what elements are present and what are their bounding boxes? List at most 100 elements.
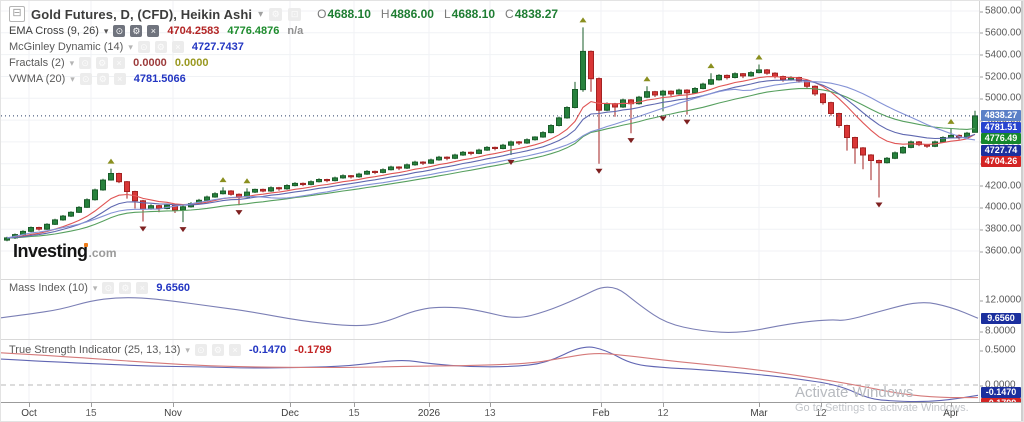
time-axis-label: 12 [657, 408, 669, 419]
axis-tick-label: 0.5000 [980, 344, 1016, 356]
settings-icon[interactable]: ⚙ [154, 41, 167, 53]
tsi-panel-plot[interactable] [1, 340, 979, 402]
indicator-row-true-strength-indicator: True Strength Indicator (25, 13, 13) ▾ ⊙ ⚙ ×… [9, 344, 332, 356]
logo-suffix: .com [88, 246, 117, 260]
time-axis-tick [951, 403, 952, 407]
indicator-value: 4727.7437 [191, 41, 244, 53]
snapshot-icon[interactable]: ⊡ [288, 7, 302, 21]
indicator-value: -0.1799 [294, 344, 332, 356]
settings-icon[interactable]: ⚙ [119, 282, 132, 294]
time-axis-label: Apr [943, 408, 959, 419]
indicator-name-true-strength-indicator[interactable]: True Strength Indicator (25, 13, 13) [9, 344, 181, 356]
visibility-icon[interactable]: ⊙ [102, 282, 115, 294]
time-axis-label: 15 [348, 408, 360, 419]
ohlc-l: L4688.10 [443, 7, 496, 21]
time-axis[interactable]: Oct 15 Nov Dec 15 2026 13 Feb 12 Mar 12 Apr [1, 402, 1023, 421]
indicator-row-mass-index: Mass Index (10) ▾ ⊙ ⚙ × 9.6560 [9, 282, 190, 294]
axis-tick-label: 3800.00 [979, 223, 1022, 235]
fractal-up-marker [755, 54, 763, 60]
time-axis-label: 13 [484, 408, 496, 419]
axis-tick-label: 5000.00 [979, 92, 1022, 104]
fractal-down-marker [875, 202, 883, 208]
delete-icon[interactable]: × [171, 41, 184, 53]
price-label: 4838.27 [981, 110, 1021, 122]
visibility-icon[interactable]: ⊙ [79, 73, 92, 85]
time-axis-tick [663, 403, 664, 407]
fractal-up-marker [947, 118, 955, 124]
indicator-value: 4704.2583 [167, 25, 220, 37]
time-axis-tick [759, 403, 760, 407]
time-axis-tick [173, 403, 174, 407]
fractal-up-marker [579, 17, 587, 23]
indicator-name-vwma[interactable]: VWMA (20) [9, 73, 66, 85]
time-axis-tick [91, 403, 92, 407]
axis-tick-label: 4000.00 [979, 201, 1022, 213]
window-edge-strip [1021, 1, 1023, 421]
indicator-value: 4776.4876 [227, 25, 280, 37]
chevron-down-icon[interactable]: ▾ [70, 73, 75, 84]
indicator-value: n/a [287, 25, 304, 37]
axis-tick-label: 5600.00 [979, 27, 1022, 39]
settings-icon[interactable]: ⚙ [211, 344, 224, 356]
fractal-down-marker [235, 210, 243, 216]
axis-tick-label: 3600.00 [979, 245, 1022, 257]
chevron-down-icon[interactable]: ▾ [258, 8, 264, 20]
visibility-icon[interactable]: ⊙ [194, 344, 207, 356]
indicator-value: 0.0000 [174, 57, 209, 69]
settings-icon[interactable]: ⚙ [96, 73, 109, 85]
delete-icon[interactable]: × [228, 344, 241, 356]
chevron-down-icon[interactable]: ▾ [92, 282, 98, 293]
chart-header: ⊟ Gold Futures, D, (CFD), Heikin Ashi ▾ … [9, 6, 558, 22]
delete-icon[interactable]: × [113, 57, 126, 69]
visibility-icon[interactable]: ⊙ [79, 57, 92, 69]
time-axis-label: 2026 [417, 408, 441, 419]
visibility-icon[interactable]: ⊙ [137, 41, 150, 53]
panel-divider[interactable] [1, 339, 1023, 340]
logo-text: Investing [13, 241, 88, 261]
delete-icon[interactable]: × [147, 25, 160, 37]
symbol-title[interactable]: Gold Futures, D, (CFD), Heikin Ashi [31, 6, 253, 22]
indicator-name-fractals[interactable]: Fractals (2) [9, 57, 65, 69]
price-label: 4704.26 [981, 156, 1021, 168]
indicator-name-mass-index[interactable]: Mass Index (10) [9, 282, 88, 294]
fractal-down-marker [507, 160, 515, 165]
price-label: 4781.51 [981, 121, 1021, 133]
delete-icon[interactable]: × [113, 73, 126, 85]
time-axis-label: Nov [164, 408, 182, 419]
chevron-down-icon[interactable]: ▾ [69, 57, 75, 68]
ohlc-values: O4688.10 H4886.00 L4688.10 C4838.27 [317, 7, 558, 21]
price-panel-plot[interactable] [1, 1, 979, 280]
panel-divider[interactable] [1, 279, 1023, 280]
time-axis-label: Feb [592, 408, 610, 419]
mass-index-panel-plot[interactable] [1, 280, 979, 339]
indicator-row-vwma: VWMA (20) ▾ ⊙ ⚙ × 4781.5066 [9, 73, 186, 85]
indicator-value: 0.0000 [133, 57, 167, 69]
collapse-icon[interactable]: ⊟ [9, 6, 25, 22]
chevron-down-icon[interactable]: ▾ [103, 25, 109, 36]
settings-icon[interactable]: ⚙ [269, 7, 283, 21]
price-label: 4727.74 [981, 144, 1021, 156]
time-axis-tick [354, 403, 355, 407]
chevron-down-icon[interactable]: ▾ [128, 41, 133, 52]
settings-icon[interactable]: ⚙ [130, 25, 143, 37]
indicator-name-mcginley-dynamic[interactable]: McGinley Dynamic (14) [9, 41, 124, 53]
settings-icon[interactable]: ⚙ [96, 57, 109, 69]
time-axis-tick [29, 403, 30, 407]
time-axis-label: 12 [815, 408, 827, 419]
time-axis-label: Oct [21, 408, 37, 419]
axis-tick-label: 0.0000 [980, 379, 1016, 391]
chevron-down-icon[interactable]: ▾ [185, 344, 190, 355]
axis-tick-label: 5400.00 [979, 49, 1022, 61]
indicator-name-ema-cross[interactable]: EMA Cross (9, 26) [9, 25, 99, 37]
axis-tick-label: 4200.00 [979, 180, 1022, 191]
ohlc-h: H4886.00 [380, 7, 434, 21]
indicator-row-ema-cross: EMA Cross (9, 26) ▾ ⊙ ⚙ × 4704.2583 4776.4876 n… [9, 25, 303, 37]
ohlc-o: O4688.10 [317, 7, 371, 21]
indicator-value: -0.1470 [248, 344, 287, 356]
delete-icon[interactable]: × [136, 282, 149, 294]
fractal-down-marker [179, 227, 187, 233]
price-label: -0.1799 [981, 397, 1021, 405]
fractal-up-marker [643, 76, 651, 82]
visibility-icon[interactable]: ⊙ [113, 25, 126, 37]
price-axis[interactable]: 5800.005600.005400.005200.005000.004800.… [979, 1, 1022, 421]
